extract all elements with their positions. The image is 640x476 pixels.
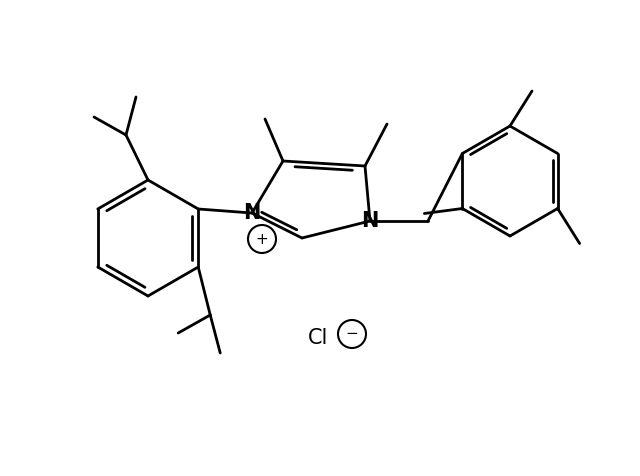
Text: N: N bbox=[362, 211, 379, 231]
Text: +: + bbox=[255, 231, 268, 247]
Text: N: N bbox=[243, 203, 260, 223]
Text: −: − bbox=[346, 327, 358, 341]
Text: Cl: Cl bbox=[308, 328, 328, 348]
